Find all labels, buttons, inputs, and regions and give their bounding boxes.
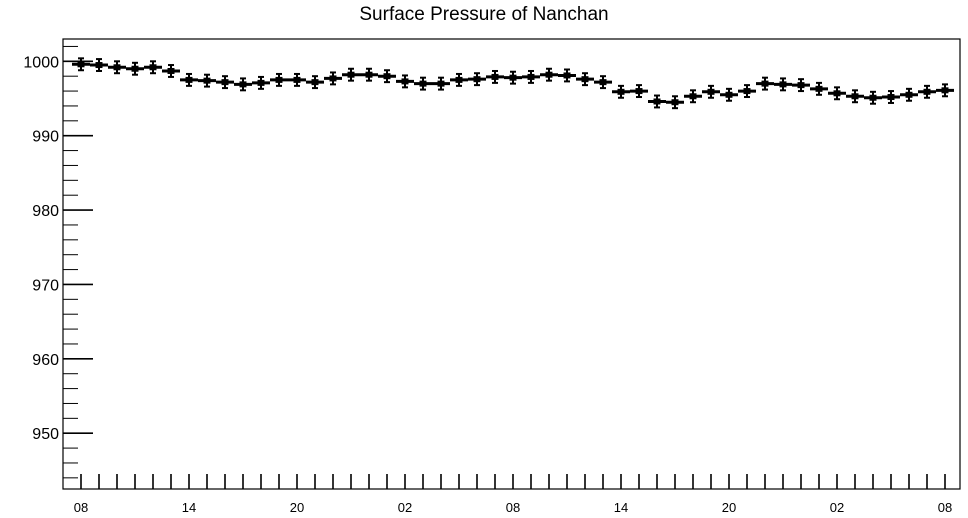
y-tick-label: 990: [32, 129, 59, 146]
y-tick-label: 960: [32, 352, 59, 369]
data-point: [774, 77, 792, 92]
data-point: [72, 57, 90, 72]
data-point: [108, 60, 126, 75]
data-point: [288, 72, 306, 87]
data-point: [900, 87, 918, 102]
data-point: [504, 70, 522, 85]
data-point: [342, 67, 360, 82]
x-tick-label: 14: [182, 500, 196, 515]
data-point: [270, 72, 288, 87]
data-point: [216, 75, 234, 90]
x-tick-label: 20: [290, 500, 304, 515]
data-point: [90, 58, 108, 72]
plot-frame: [62, 38, 961, 490]
data-point: [612, 84, 630, 99]
y-tick-label: 1000: [23, 54, 59, 71]
data-point: [882, 90, 900, 104]
data-point: [720, 87, 738, 102]
data-point: [198, 73, 216, 88]
data-point: [666, 95, 684, 110]
data-point: [162, 64, 180, 78]
data-point: [432, 76, 450, 91]
data-point: [936, 83, 954, 98]
data-point: [558, 68, 576, 83]
x-tick-label: 08: [506, 500, 520, 515]
data-point: [252, 75, 270, 90]
data-point: [702, 84, 720, 99]
data-point: [576, 72, 594, 87]
x-tick-label: 08: [74, 500, 88, 515]
x-tick-label: 02: [830, 500, 844, 515]
data-point: [792, 78, 810, 93]
data-point: [738, 84, 756, 99]
data-point: [378, 69, 396, 84]
x-tick-label: 02: [398, 500, 412, 515]
data-point: [540, 67, 558, 82]
y-tick-label: 950: [32, 426, 59, 443]
data-point: [918, 84, 936, 99]
x-tick-label: 08: [938, 500, 952, 515]
data-point: [684, 89, 702, 104]
y-tick-label: 970: [32, 277, 59, 294]
data-point: [324, 71, 342, 86]
x-tick-label: 14: [614, 500, 628, 515]
data-point: [306, 75, 324, 90]
data-point: [828, 86, 846, 101]
data-point: [594, 75, 612, 90]
y-tick-label: 980: [32, 203, 59, 220]
data-point: [756, 76, 774, 91]
data-point: [864, 90, 882, 105]
data-point: [360, 67, 378, 82]
data-point: [810, 81, 828, 96]
chart-title: Surface Pressure of Nanchan: [359, 4, 609, 25]
data-point: [144, 60, 162, 75]
data-point: [234, 77, 252, 92]
data-point: [126, 61, 144, 76]
data-point: [648, 94, 666, 109]
x-tick-label: 20: [722, 500, 736, 515]
data-point: [522, 69, 540, 84]
data-point: [486, 69, 504, 84]
data-point: [396, 74, 414, 89]
data-point: [630, 84, 648, 99]
data-point: [450, 72, 468, 87]
data-point: [180, 72, 198, 87]
data-point: [846, 89, 864, 104]
data-point: [414, 76, 432, 91]
data-point: [468, 72, 486, 87]
